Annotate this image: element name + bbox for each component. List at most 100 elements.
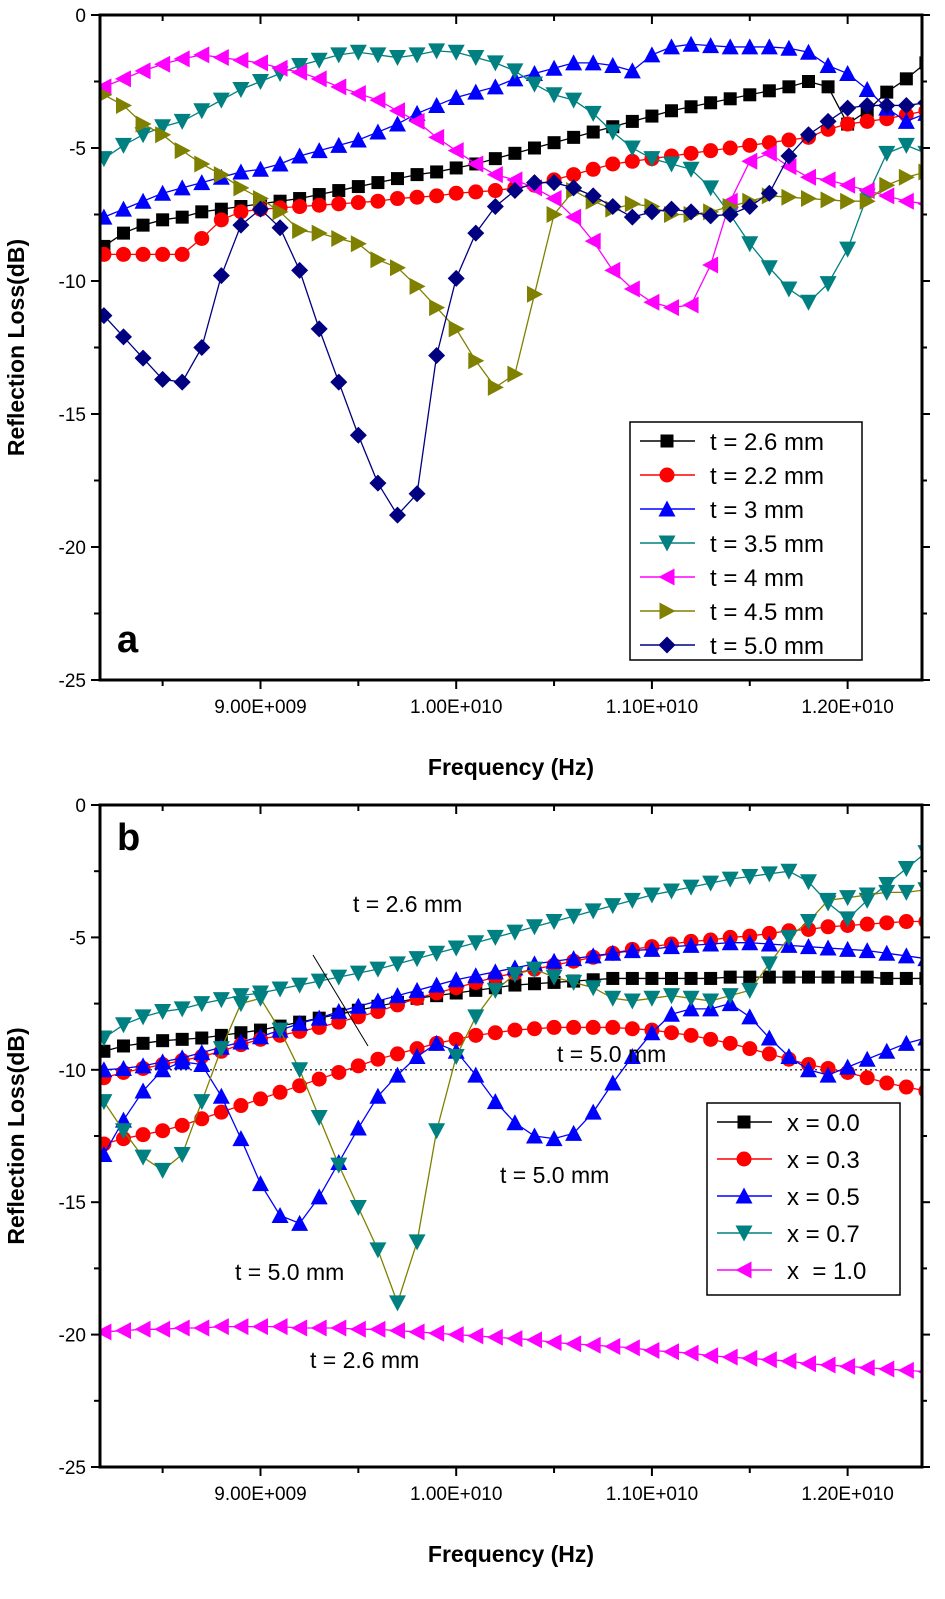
data-point-marker xyxy=(584,105,602,122)
data-point-marker xyxy=(114,1322,131,1340)
data-point-marker xyxy=(134,349,152,367)
data-point-marker xyxy=(369,91,386,109)
data-point-marker xyxy=(545,914,563,931)
data-point-marker xyxy=(212,267,230,285)
data-point-marker xyxy=(820,919,836,935)
data-point-marker xyxy=(507,365,524,383)
data-point-marker xyxy=(467,50,485,67)
data-point-marker xyxy=(721,934,739,951)
series-t-3-5-mm-curve-0 xyxy=(100,43,922,311)
data-point-marker xyxy=(682,203,700,221)
legend-item: x = 0.3 xyxy=(717,1147,860,1174)
data-point-marker xyxy=(780,158,797,176)
data-point-marker xyxy=(879,176,896,194)
data-point-marker xyxy=(645,109,659,123)
data-point-marker xyxy=(625,114,639,128)
data-point-marker xyxy=(898,1079,914,1095)
panel-label: b xyxy=(117,817,140,859)
data-point-marker xyxy=(408,47,426,64)
data-point-marker xyxy=(428,43,446,60)
data-point-marker xyxy=(625,971,639,985)
data-point-marker xyxy=(232,1130,250,1147)
data-point-marker xyxy=(703,143,719,159)
data-point-marker xyxy=(721,206,739,223)
data-point-marker xyxy=(369,47,387,64)
data-point-marker xyxy=(388,1066,406,1083)
data-point-marker xyxy=(212,1041,230,1058)
data-point-marker xyxy=(330,1003,348,1020)
data-point-marker xyxy=(604,261,621,279)
data-point-marker xyxy=(252,190,269,208)
data-point-marker xyxy=(488,152,502,166)
data-point-marker xyxy=(506,966,524,983)
data-point-marker xyxy=(311,197,327,213)
data-point-marker xyxy=(467,1327,484,1345)
data-point-marker xyxy=(721,871,739,888)
data-point-marker xyxy=(115,96,132,114)
data-point-marker xyxy=(100,1146,113,1163)
data-point-marker xyxy=(545,952,563,969)
legend-marker xyxy=(735,1261,752,1279)
data-point-marker xyxy=(252,1091,268,1107)
legend-item: x = 0.5 xyxy=(717,1184,860,1211)
data-point-marker xyxy=(154,184,172,201)
data-point-marker xyxy=(349,426,367,444)
data-point-marker xyxy=(486,929,504,946)
data-point-marker xyxy=(880,971,894,985)
data-point-marker xyxy=(780,1048,798,1065)
data-point-marker xyxy=(761,1046,777,1062)
series-line xyxy=(103,855,922,1039)
data-point-marker xyxy=(819,276,837,293)
data-point-marker xyxy=(232,163,250,180)
data-point-marker xyxy=(234,1026,248,1040)
data-point-marker xyxy=(310,1188,328,1205)
data-point-marker xyxy=(704,971,718,985)
data-point-marker xyxy=(100,1094,113,1111)
annotation-label: t = 2.6 mm xyxy=(310,1347,419,1373)
data-point-marker xyxy=(292,199,308,215)
data-point-marker xyxy=(604,57,622,74)
data-point-marker xyxy=(156,213,170,227)
data-point-marker xyxy=(100,246,112,262)
legend-label: t = 4 mm xyxy=(710,565,804,592)
data-point-marker xyxy=(545,1334,562,1352)
data-point-marker xyxy=(232,1318,249,1336)
data-point-marker xyxy=(819,1356,836,1374)
data-point-marker xyxy=(114,1017,132,1034)
data-point-marker xyxy=(780,929,798,946)
data-point-marker xyxy=(878,944,896,961)
data-point-marker xyxy=(525,76,543,93)
data-point-marker xyxy=(741,982,759,999)
data-point-marker xyxy=(781,132,797,148)
legend-item: t = 3.5 mm xyxy=(640,531,824,558)
y-tick-label: -10 xyxy=(59,1061,86,1082)
data-point-marker xyxy=(761,925,777,941)
data-point-marker xyxy=(702,1347,719,1365)
data-point-marker xyxy=(331,196,347,212)
data-point-marker xyxy=(897,1034,915,1051)
data-point-marker xyxy=(134,62,151,80)
series-x-1-0-curve-0 xyxy=(100,1318,922,1379)
data-point-marker xyxy=(291,977,309,994)
data-point-marker xyxy=(799,914,817,931)
data-point-marker xyxy=(447,1049,465,1066)
data-point-marker xyxy=(702,180,720,197)
data-point-marker xyxy=(723,92,737,106)
data-point-marker xyxy=(899,971,913,985)
data-point-marker xyxy=(604,198,622,216)
data-point-marker xyxy=(174,142,191,160)
data-point-marker xyxy=(272,1084,288,1100)
data-point-marker xyxy=(389,1046,405,1062)
data-point-marker xyxy=(114,1123,132,1140)
data-point-marker xyxy=(682,879,700,896)
data-point-marker xyxy=(154,1061,172,1078)
data-point-marker xyxy=(291,63,308,81)
data-point-marker xyxy=(195,205,209,219)
chart-panel-b: 0 -5 -10 -15 -20 -25 9.00E+009 1.00E+010 1.10E+0… xyxy=(3,796,930,1567)
legend-marker xyxy=(660,434,674,448)
legend-marker xyxy=(658,500,676,517)
data-point-marker xyxy=(897,137,915,154)
data-point-marker xyxy=(723,970,737,984)
data-point-marker xyxy=(662,938,680,955)
data-point-marker xyxy=(272,203,289,221)
